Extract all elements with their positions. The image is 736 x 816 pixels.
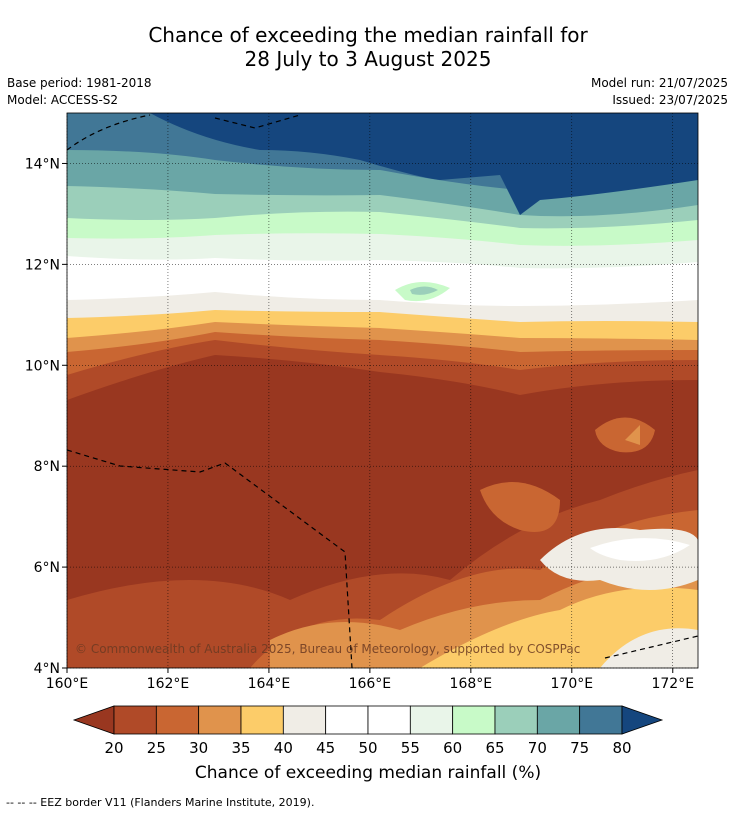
map-frame xyxy=(66,112,699,669)
x-tick-label: 164°E xyxy=(248,676,291,692)
colorbar-segment xyxy=(452,705,496,735)
colorbar-segment xyxy=(367,705,411,735)
colorbar-tick-label: 25 xyxy=(147,739,166,757)
colorbar-segment xyxy=(409,705,454,735)
colorbar-label: Chance of exceeding median rainfall (%) xyxy=(195,763,541,783)
y-tick-label: 6°N xyxy=(34,560,60,576)
colorbar-tick-label: 55 xyxy=(401,739,420,757)
y-tick-label: 4°N xyxy=(34,661,60,677)
x-tick-label: 170°E xyxy=(551,676,594,692)
y-tick-label: 10°N xyxy=(25,358,60,374)
x-axis: 160°E 162°E 164°E 166°E 168°E 170°E 172°E xyxy=(46,668,694,692)
colorbar-tick-label: 45 xyxy=(316,739,335,757)
colorbar-tick-label: 30 xyxy=(189,739,208,757)
colorbar-tick-label: 70 xyxy=(528,739,547,757)
issued-label: Issued: 23/07/2025 xyxy=(612,93,728,107)
colorbar-tick-label: 35 xyxy=(231,739,250,757)
chart-title-line1: Chance of exceeding the median rainfall … xyxy=(148,23,588,47)
colorbar-tick-label: 75 xyxy=(570,739,589,757)
x-tick-label: 166°E xyxy=(349,676,392,692)
y-axis: 14°N 12°N 10°N 8°N 6°N 4°N xyxy=(25,156,67,677)
model-label: Model: ACCESS-S2 xyxy=(7,93,119,107)
colorbar-segment xyxy=(325,705,369,735)
y-tick-label: 8°N xyxy=(34,459,60,475)
colorbar-tick-label: 20 xyxy=(104,739,123,757)
chart-title-line2: 28 July to 3 August 2025 xyxy=(244,47,492,71)
colorbar-tick-label: 65 xyxy=(485,739,504,757)
x-tick-label: 160°E xyxy=(46,676,89,692)
colorbar-extend-high xyxy=(621,705,664,735)
y-tick-label: 14°N xyxy=(25,156,60,172)
colorbar-segment xyxy=(494,705,538,735)
colorbar-segment xyxy=(113,705,157,735)
colorbar-segment xyxy=(282,705,327,735)
colorbar-segment xyxy=(198,705,242,735)
x-tick-label: 168°E xyxy=(450,676,493,692)
colorbar-segment xyxy=(155,705,200,735)
colorbar: 20 25 30 35 40 45 50 55 60 65 70 75 80 xyxy=(72,705,664,757)
colorbar-tick-label: 80 xyxy=(612,739,631,757)
colorbar-segment xyxy=(240,705,284,735)
colorbar-segment xyxy=(579,705,623,735)
colorbar-segment xyxy=(536,705,581,735)
x-tick-label: 162°E xyxy=(147,676,190,692)
colorbar-tick-label: 40 xyxy=(274,739,293,757)
x-tick-label: 172°E xyxy=(651,676,694,692)
colorbar-tick-label: 60 xyxy=(443,739,462,757)
contour-map xyxy=(67,113,698,668)
colorbar-extend-low xyxy=(72,705,115,735)
copyright-text: © Commonwealth of Australia 2025, Bureau… xyxy=(75,642,580,656)
eez-legend-text: -- -- -- EEZ border V11 (Flanders Marine… xyxy=(6,796,315,809)
colorbar-tick-label: 50 xyxy=(358,739,377,757)
model-run-label: Model run: 21/07/2025 xyxy=(590,76,728,90)
y-tick-label: 12°N xyxy=(25,257,60,273)
base-period-label: Base period: 1981-2018 xyxy=(7,76,152,90)
